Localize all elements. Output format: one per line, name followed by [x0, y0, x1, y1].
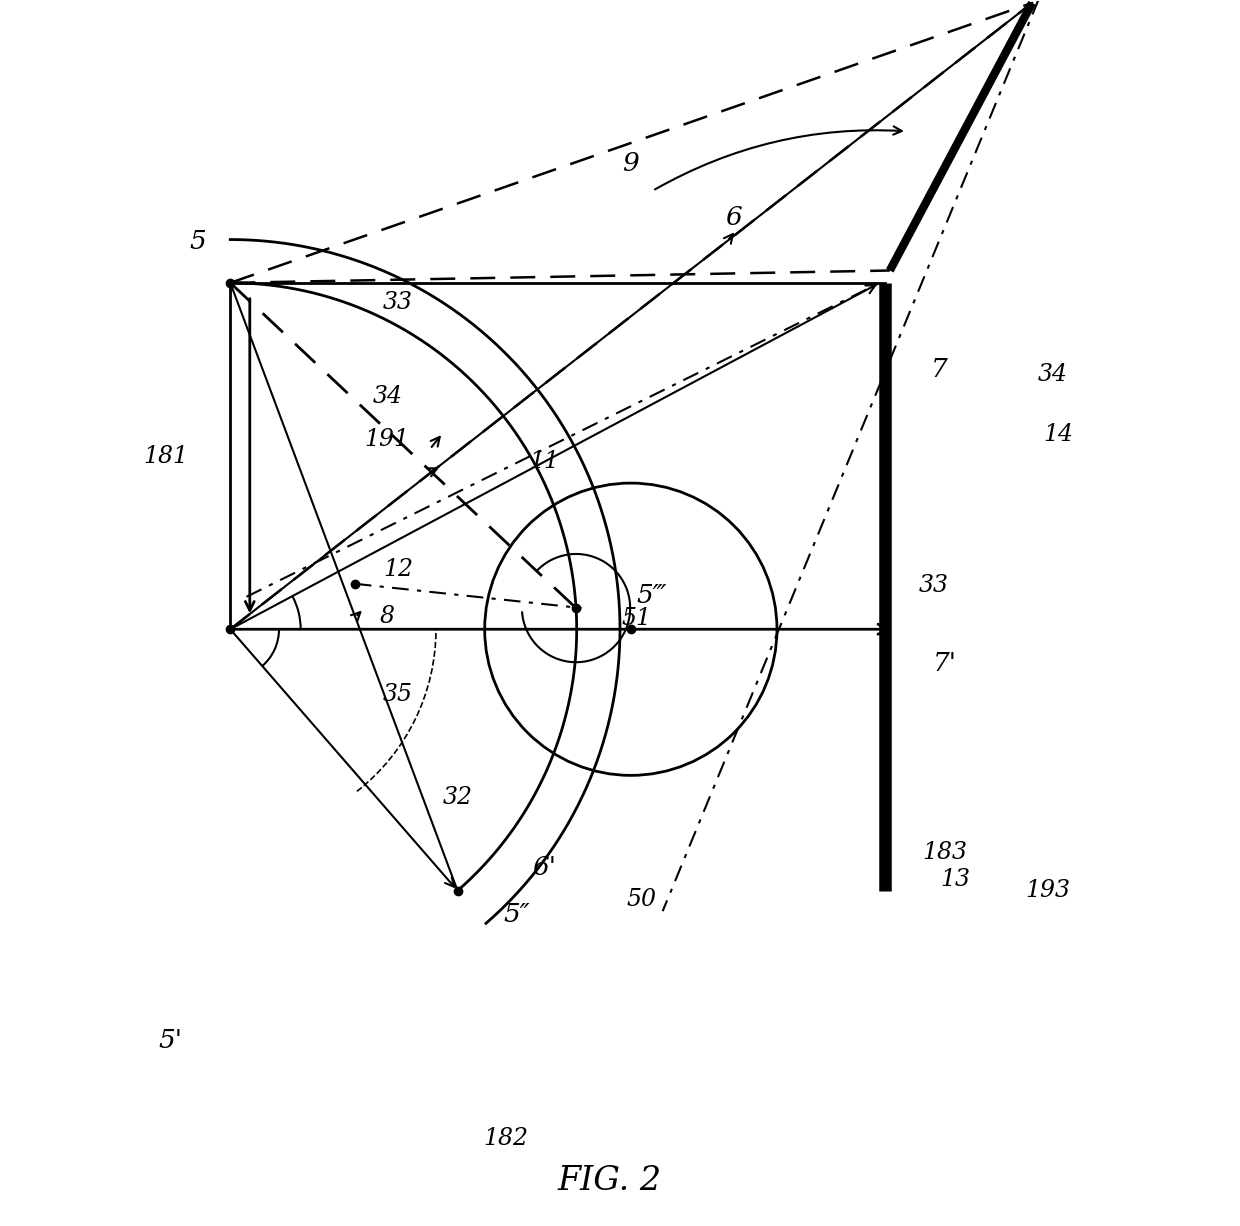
Text: 13: 13	[941, 868, 971, 891]
Text: 6': 6'	[532, 855, 557, 880]
Text: 35: 35	[383, 683, 413, 706]
Text: 191: 191	[365, 428, 409, 451]
Text: 50: 50	[626, 889, 657, 911]
Text: 182: 182	[484, 1127, 528, 1150]
Text: 34: 34	[372, 385, 402, 408]
Text: 183: 183	[923, 841, 967, 864]
Text: 7': 7'	[932, 651, 957, 677]
Text: 12: 12	[383, 558, 413, 581]
Text: 5″: 5″	[503, 902, 531, 927]
Text: 33: 33	[919, 575, 949, 597]
Text: 8: 8	[379, 604, 394, 628]
Text: 193: 193	[1025, 879, 1070, 902]
Text: 181: 181	[143, 445, 187, 467]
Text: 5: 5	[190, 229, 206, 254]
Text: 5': 5'	[159, 1029, 182, 1053]
Text: 6: 6	[725, 206, 742, 230]
Text: 9: 9	[622, 151, 639, 177]
Text: 51: 51	[621, 607, 651, 630]
Text: 32: 32	[443, 786, 472, 808]
Text: 11: 11	[529, 450, 559, 473]
Text: 5‴: 5‴	[636, 582, 667, 608]
Text: 34: 34	[1038, 363, 1068, 386]
Text: 7: 7	[931, 357, 947, 383]
Text: 33: 33	[383, 291, 413, 314]
Text: 14: 14	[1043, 423, 1074, 446]
Text: FIG. 2: FIG. 2	[557, 1165, 661, 1198]
